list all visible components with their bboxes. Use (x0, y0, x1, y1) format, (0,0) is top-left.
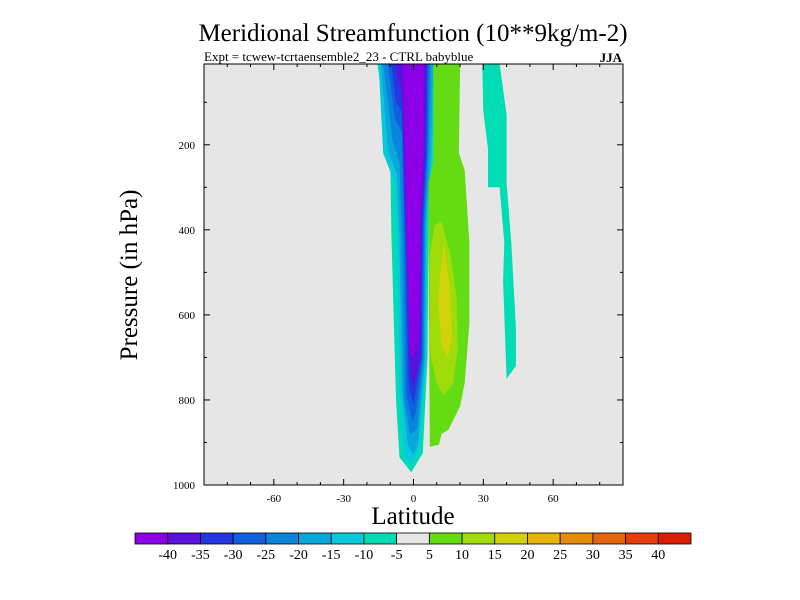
colorbar-swatch (396, 532, 430, 545)
colorbar-label: 5 (426, 548, 433, 563)
colorbar-swatch (625, 532, 659, 545)
x-tick-label: -60 (266, 493, 281, 505)
colorbar-label: 20 (520, 548, 534, 563)
chart-title: Meridional Streamfunction (10**9kg/m-2) (198, 20, 627, 47)
colorbar-swatch (559, 532, 594, 545)
chart-subtitle: Expt = tcwew-tcrtaensemble2_23 - CTRL ba… (204, 49, 474, 64)
colorbar-swatch (134, 532, 169, 545)
x-tick-label: 30 (478, 493, 490, 505)
colorbar-label: 25 (553, 548, 567, 563)
y-tick-label: 800 (179, 395, 196, 407)
colorbar: -40 -35 -30 -25 -20 -15 -10 -5 5 10 15 20 25 30 35 40 (134, 532, 692, 563)
season-label: JJA (600, 50, 623, 65)
colorbar-label: -40 (158, 548, 177, 563)
colorbar-label: 35 (619, 548, 633, 563)
colorbar-swatch (265, 532, 299, 545)
colorbar-label: -10 (355, 548, 374, 563)
y-tick-label: 400 (179, 225, 196, 237)
colorbar-swatch (167, 532, 201, 545)
plot-area: -60 -30 0 30 60 200 400 600 800 1000 (173, 63, 624, 505)
contour-region-15-10 (437, 242, 452, 358)
x-axis-label: Latitude (371, 503, 454, 530)
colorbar-swatch (330, 532, 365, 545)
x-tick-label: 60 (548, 493, 560, 505)
colorbar-swatch (494, 532, 528, 545)
colorbar-swatch (363, 532, 398, 545)
colorbar-label: -25 (256, 548, 275, 563)
x-tick-label: -30 (336, 493, 351, 505)
colorbar-label: -5 (391, 548, 403, 563)
colorbar-swatch (657, 532, 692, 545)
y-tick-label: 200 (179, 140, 196, 152)
y-axis-label: Pressure (in hPa) (116, 190, 143, 361)
colorbar-swatch (200, 532, 234, 545)
plot-frame (203, 63, 624, 486)
x-tick-label: 0 (411, 493, 417, 505)
contour-region--40-7 (403, 64, 424, 358)
colorbar-swatch (428, 532, 463, 545)
colorbar-swatch (592, 532, 626, 545)
colorbar-label: 40 (651, 548, 665, 563)
colorbar-label: 15 (488, 548, 502, 563)
colorbar-label: -15 (322, 548, 341, 563)
colorbar-swatch (232, 532, 267, 545)
contour-region-5-11 (482, 64, 516, 379)
y-tick-label: 1000 (173, 480, 196, 492)
colorbar-label: 30 (586, 548, 600, 563)
colorbar-label: -20 (289, 548, 308, 563)
colorbar-label: 10 (455, 548, 469, 563)
colorbar-swatch (298, 532, 332, 545)
colorbar-swatch (527, 532, 561, 545)
colorbar-label: -35 (191, 548, 210, 563)
colorbar-label: -30 (224, 548, 243, 563)
y-tick-label: 600 (179, 310, 196, 322)
colorbar-swatch (461, 532, 496, 545)
